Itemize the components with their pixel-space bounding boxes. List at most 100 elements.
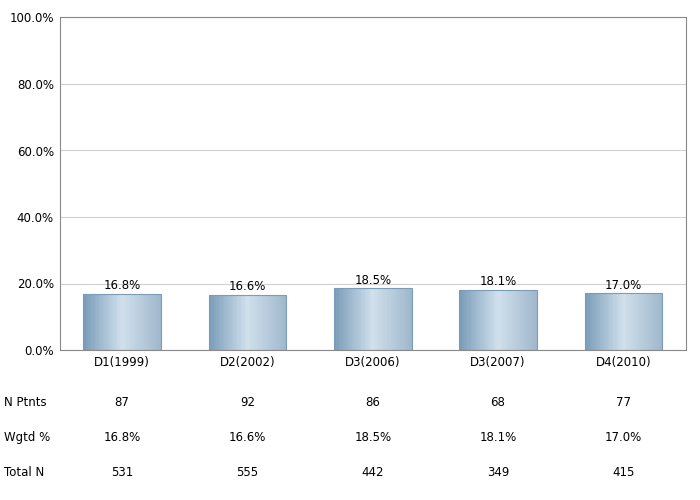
Bar [658,294,659,350]
Bar [612,294,613,350]
Bar [262,295,263,350]
Bar [383,288,384,350]
Bar [117,294,118,350]
Bar [620,294,621,350]
Bar [386,288,387,350]
Bar [512,290,514,350]
Bar [90,294,91,350]
Bar [591,294,592,350]
Bar [143,294,144,350]
Bar [661,294,662,350]
Bar [347,288,349,350]
Bar [640,294,642,350]
Text: 18.5%: 18.5% [354,431,391,444]
Bar [473,290,474,350]
Bar [149,294,150,350]
Bar [466,290,467,350]
Bar [464,290,466,350]
Bar [594,294,595,350]
Text: 77: 77 [616,396,631,409]
Bar [244,295,245,350]
Bar [479,290,480,350]
Bar [245,295,246,350]
Bar [246,295,248,350]
Bar [657,294,659,350]
Bar [589,294,591,350]
Bar [405,288,407,350]
Text: 16.8%: 16.8% [104,431,141,444]
Bar [490,290,491,350]
Bar [398,288,400,350]
Bar [645,294,647,350]
Bar [122,294,124,350]
Bar [210,295,211,350]
Bar [132,294,134,350]
Bar [515,290,517,350]
Bar [526,290,528,350]
Bar [248,295,250,350]
Bar [652,294,653,350]
Bar [112,294,113,350]
Bar [393,288,395,350]
Bar [273,295,275,350]
Bar [595,294,596,350]
Bar [144,294,146,350]
Bar [140,294,141,350]
Bar [111,294,112,350]
Bar [459,290,461,350]
Bar [242,295,244,350]
Bar [220,295,222,350]
Bar [218,295,219,350]
Bar [604,294,606,350]
Bar [214,295,215,350]
Bar [520,290,522,350]
Text: 68: 68 [491,396,505,409]
Bar [387,288,388,350]
Bar [209,295,286,350]
Bar [395,288,396,350]
Bar [344,288,346,350]
Bar [648,294,650,350]
Bar [113,294,115,350]
Bar [97,294,98,350]
Bar [379,288,381,350]
Bar [337,288,338,350]
Bar [236,295,237,350]
Text: 87: 87 [115,396,130,409]
Bar [463,290,465,350]
Bar [378,288,379,350]
Bar [88,294,89,350]
Bar [608,294,609,350]
Bar [500,290,502,350]
Bar [392,288,393,350]
Text: 555: 555 [237,466,258,479]
Bar [277,295,279,350]
Bar [534,290,536,350]
Bar [150,294,152,350]
Bar [610,294,612,350]
Bar [139,294,141,350]
Bar [481,290,482,350]
Bar [348,288,349,350]
Bar [138,294,139,350]
Bar [368,288,369,350]
Bar [475,290,476,350]
Bar [157,294,158,350]
Bar [647,294,648,350]
Text: 17.0%: 17.0% [605,431,642,444]
Bar [95,294,97,350]
Bar [374,288,375,350]
Bar [586,294,587,350]
Bar [514,290,515,350]
Text: 16.6%: 16.6% [229,431,266,444]
Bar [267,295,268,350]
Bar [265,295,266,350]
Bar [601,294,603,350]
Bar [626,294,627,350]
Bar [467,290,468,350]
Bar [160,294,161,350]
Text: 16.8%: 16.8% [104,280,141,292]
Bar [100,294,102,350]
Bar [634,294,635,350]
Bar [254,295,256,350]
